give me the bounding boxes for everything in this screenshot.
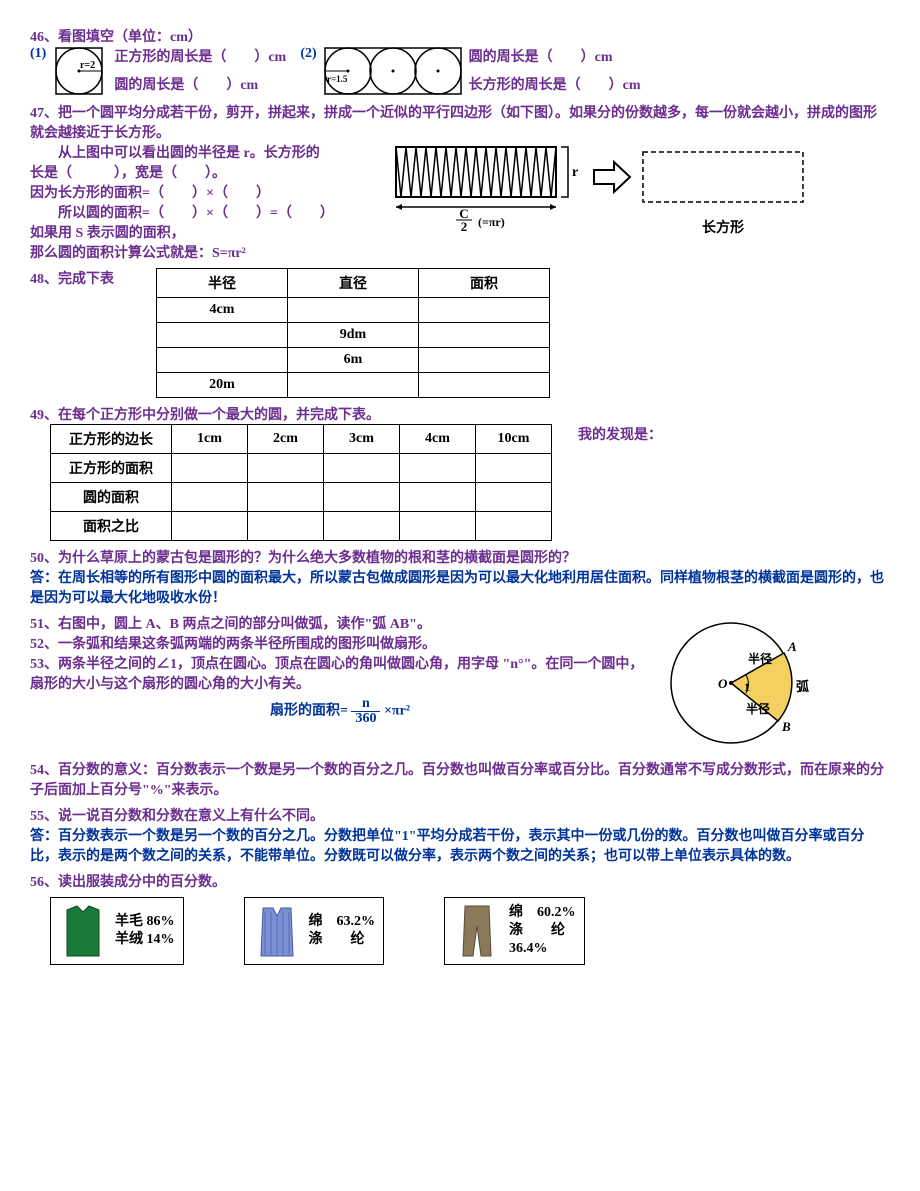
- q46: 46、看图填空（单位：cm） (1) r=2 正方形的周长是（ ）cm 圆的周长…: [30, 26, 890, 96]
- svg-text:r=2: r=2: [80, 60, 95, 71]
- table-row: 面积之比: [51, 512, 552, 541]
- table-row: 6m: [157, 348, 550, 373]
- q46-left-a: 正方形的周长是（ ）cm: [114, 46, 294, 66]
- q49: 49、在每个正方形中分别做一个最大的圆，并完成下表。 正方形的边长 1cm 2c…: [30, 404, 890, 541]
- clothing-item-2: 绵 63.2% 涤 纶: [244, 897, 385, 965]
- clothing-item-3: 绵 60.2% 涤 纶 36.4%: [444, 897, 585, 965]
- q47-textcol: 从上图中可以看出圆的半径是 r。长方形的 长是（ ），宽是（ ）。 因为长方形的…: [30, 142, 380, 262]
- table-row: 正方形的面积: [51, 454, 552, 483]
- q46-right-b: 长方形的周长是（ ）cm: [469, 74, 641, 94]
- q51-53: 51、右图中，圆上 A、B 两点之间的部分叫做弧，读作"弧 AB"。 52、一条…: [30, 613, 890, 753]
- q46-left-b: 圆的周长是（ ）cm: [114, 74, 294, 94]
- clothing-row: 羊毛 86% 羊绒 14% 绵 63.2% 涤 纶 绵 60.2% 涤 纶 36…: [50, 897, 890, 965]
- h-diameter: 直径: [288, 269, 419, 298]
- table-row: 9dm: [157, 323, 550, 348]
- q47-line5: 所以圆的面积=（ ）×（ ）=（ ）: [30, 202, 380, 222]
- shirt-icon: [59, 902, 107, 960]
- q47-line7: 那么圆的面积计算公式就是：S=πr²: [30, 242, 380, 262]
- table-row: 20m: [157, 373, 550, 398]
- q54: 54、百分数的意义：百分数表示一个数是另一个数的百分之几。百分数也叫做百分率或百…: [30, 759, 890, 799]
- table-row: 4cm: [157, 298, 550, 323]
- q50: 50、为什么草原上的蒙古包是圆形的？为什么绝大多数植物的根和茎的横截面是圆形的？…: [30, 547, 890, 607]
- clothing-text: 绵 63.2% 涤 纶: [309, 913, 376, 949]
- fig1-svg: r=2: [52, 46, 108, 96]
- svg-text:A: A: [787, 639, 797, 654]
- clothing-item-1: 羊毛 86% 羊绒 14%: [50, 897, 184, 965]
- q47-zigzag: r C 2 (=πr): [386, 142, 586, 232]
- h-radius: 半径: [157, 269, 288, 298]
- svg-text:O: O: [718, 676, 728, 691]
- dashed-rect-svg: [638, 147, 808, 217]
- q55-q: 55、说一说百分数和分数在意义上有什么不同。: [30, 805, 890, 825]
- q49-note: 我的发现是：: [578, 424, 662, 444]
- sector-diagram: O 1 A B 半径 半径 弧: [656, 613, 836, 753]
- q52: 52、一条弧和结果这条弧两端的两条半径所围成的图形叫做扇形。: [30, 633, 650, 653]
- q47-body: 从上图中可以看出圆的半径是 r。长方形的 长是（ ），宽是（ ）。 因为长方形的…: [30, 142, 890, 262]
- h-area: 面积: [419, 269, 550, 298]
- svg-text:r=1.5: r=1.5: [327, 74, 348, 84]
- q51-53-text: 51、右图中，圆上 A、B 两点之间的部分叫做弧，读作"弧 AB"。 52、一条…: [30, 613, 650, 730]
- formula-prefix: 扇形的面积=: [270, 704, 348, 719]
- rect-label: 长方形: [638, 217, 808, 237]
- q55: 55、说一说百分数和分数在意义上有什么不同。 答：百分数表示一个数是另一个数的百…: [30, 805, 890, 865]
- q51: 51、右图中，圆上 A、B 两点之间的部分叫做弧，读作"弧 AB"。: [30, 613, 650, 633]
- fig1-text: 正方形的周长是（ ）cm 圆的周长是（ ）cm: [114, 46, 294, 94]
- q47: 47、把一个圆平均分成若干份，剪开，拼起来，拼成一个近似的平行四边形（如下图）。…: [30, 102, 890, 262]
- q56-title: 56、读出服装成分中的百分数。: [30, 871, 890, 891]
- q49-row: 正方形的边长 1cm 2cm 3cm 4cm 10cm 正方形的面积 圆的面积 …: [30, 424, 890, 541]
- q48-title: 48、完成下表: [30, 268, 150, 288]
- table-row: 圆的面积: [51, 483, 552, 512]
- q49-title: 49、在每个正方形中分别做一个最大的圆，并完成下表。: [30, 404, 890, 424]
- q55-a: 答：百分数表示一个数是另一个数的百分之几。分数把单位"1"平均分成若干份，表示其…: [30, 825, 890, 865]
- q46-title: 46、看图填空（单位：cm）: [30, 26, 890, 46]
- table-row: 正方形的边长 1cm 2cm 3cm 4cm 10cm: [51, 425, 552, 454]
- q46-row: (1) r=2 正方形的周长是（ ）cm 圆的周长是（ ）cm (2) r=1.…: [30, 46, 890, 96]
- frac-den: 360: [351, 712, 380, 726]
- fig2-svg: r=1.5: [323, 46, 463, 96]
- q47-line6: 如果用 S 表示圆的面积，: [30, 222, 380, 242]
- q47-line3: 长是（ ），宽是（ ）。: [30, 162, 380, 182]
- q47-line2: 从上图中可以看出圆的半径是 r。长方形的: [30, 142, 380, 162]
- fig1-label: (1): [30, 46, 46, 62]
- fig2-label: (2): [300, 46, 316, 62]
- q53: 53、两条半径之间的∠1，顶点在圆心。顶点在圆心的角叫做圆心角，用字母 "n°"…: [30, 653, 650, 693]
- table-header: 半径 直径 面积: [157, 269, 550, 298]
- svg-text:2: 2: [461, 219, 468, 232]
- fraction: n 360: [351, 697, 380, 726]
- q47-dashed-rect: 长方形: [638, 147, 808, 237]
- q50-a: 答：在周长相等的所有图形中圆的面积最大，所以蒙古包做成圆形是因为可以最大化地利用…: [30, 567, 890, 607]
- q49-table: 正方形的边长 1cm 2cm 3cm 4cm 10cm 正方形的面积 圆的面积 …: [50, 424, 552, 541]
- svg-text:弧: 弧: [796, 679, 809, 694]
- clothing-text: 绵 60.2% 涤 纶 36.4%: [509, 904, 576, 959]
- vest-icon: [253, 902, 301, 960]
- q56: 56、读出服装成分中的百分数。 羊毛 86% 羊绒 14% 绵 63.2% 涤 …: [30, 871, 890, 965]
- svg-text:半径: 半径: [748, 651, 772, 666]
- svg-text:B: B: [781, 719, 791, 734]
- arrow-icon: [592, 152, 632, 212]
- formula-suffix: ×πr²: [384, 704, 410, 719]
- clothing-text: 羊毛 86% 羊绒 14%: [115, 913, 175, 949]
- q48-table: 半径 直径 面积 4cm 9dm 6m 20m: [156, 268, 550, 398]
- q46-right-a: 圆的周长是（ ）cm: [469, 46, 641, 66]
- q50-q: 50、为什么草原上的蒙古包是圆形的？为什么绝大多数植物的根和茎的横截面是圆形的？: [30, 547, 890, 567]
- svg-text:r: r: [572, 165, 578, 180]
- fig2-text: 圆的周长是（ ）cm 长方形的周长是（ ）cm: [469, 46, 641, 94]
- q47-line4: 因为长方形的面积=（ ）×（ ）: [30, 182, 380, 202]
- q48: 48、完成下表 半径 直径 面积 4cm 9dm 6m 20m: [30, 268, 890, 398]
- sector-formula: 扇形的面积= n 360 ×πr²: [30, 697, 650, 726]
- q47-line1: 47、把一个圆平均分成若干份，剪开，拼起来，拼成一个近似的平行四边形（如下图）。…: [30, 102, 890, 142]
- svg-text:(=πr): (=πr): [478, 215, 505, 229]
- pants-icon: [453, 902, 501, 960]
- svg-text:半径: 半径: [746, 701, 770, 716]
- frac-num: n: [351, 697, 380, 712]
